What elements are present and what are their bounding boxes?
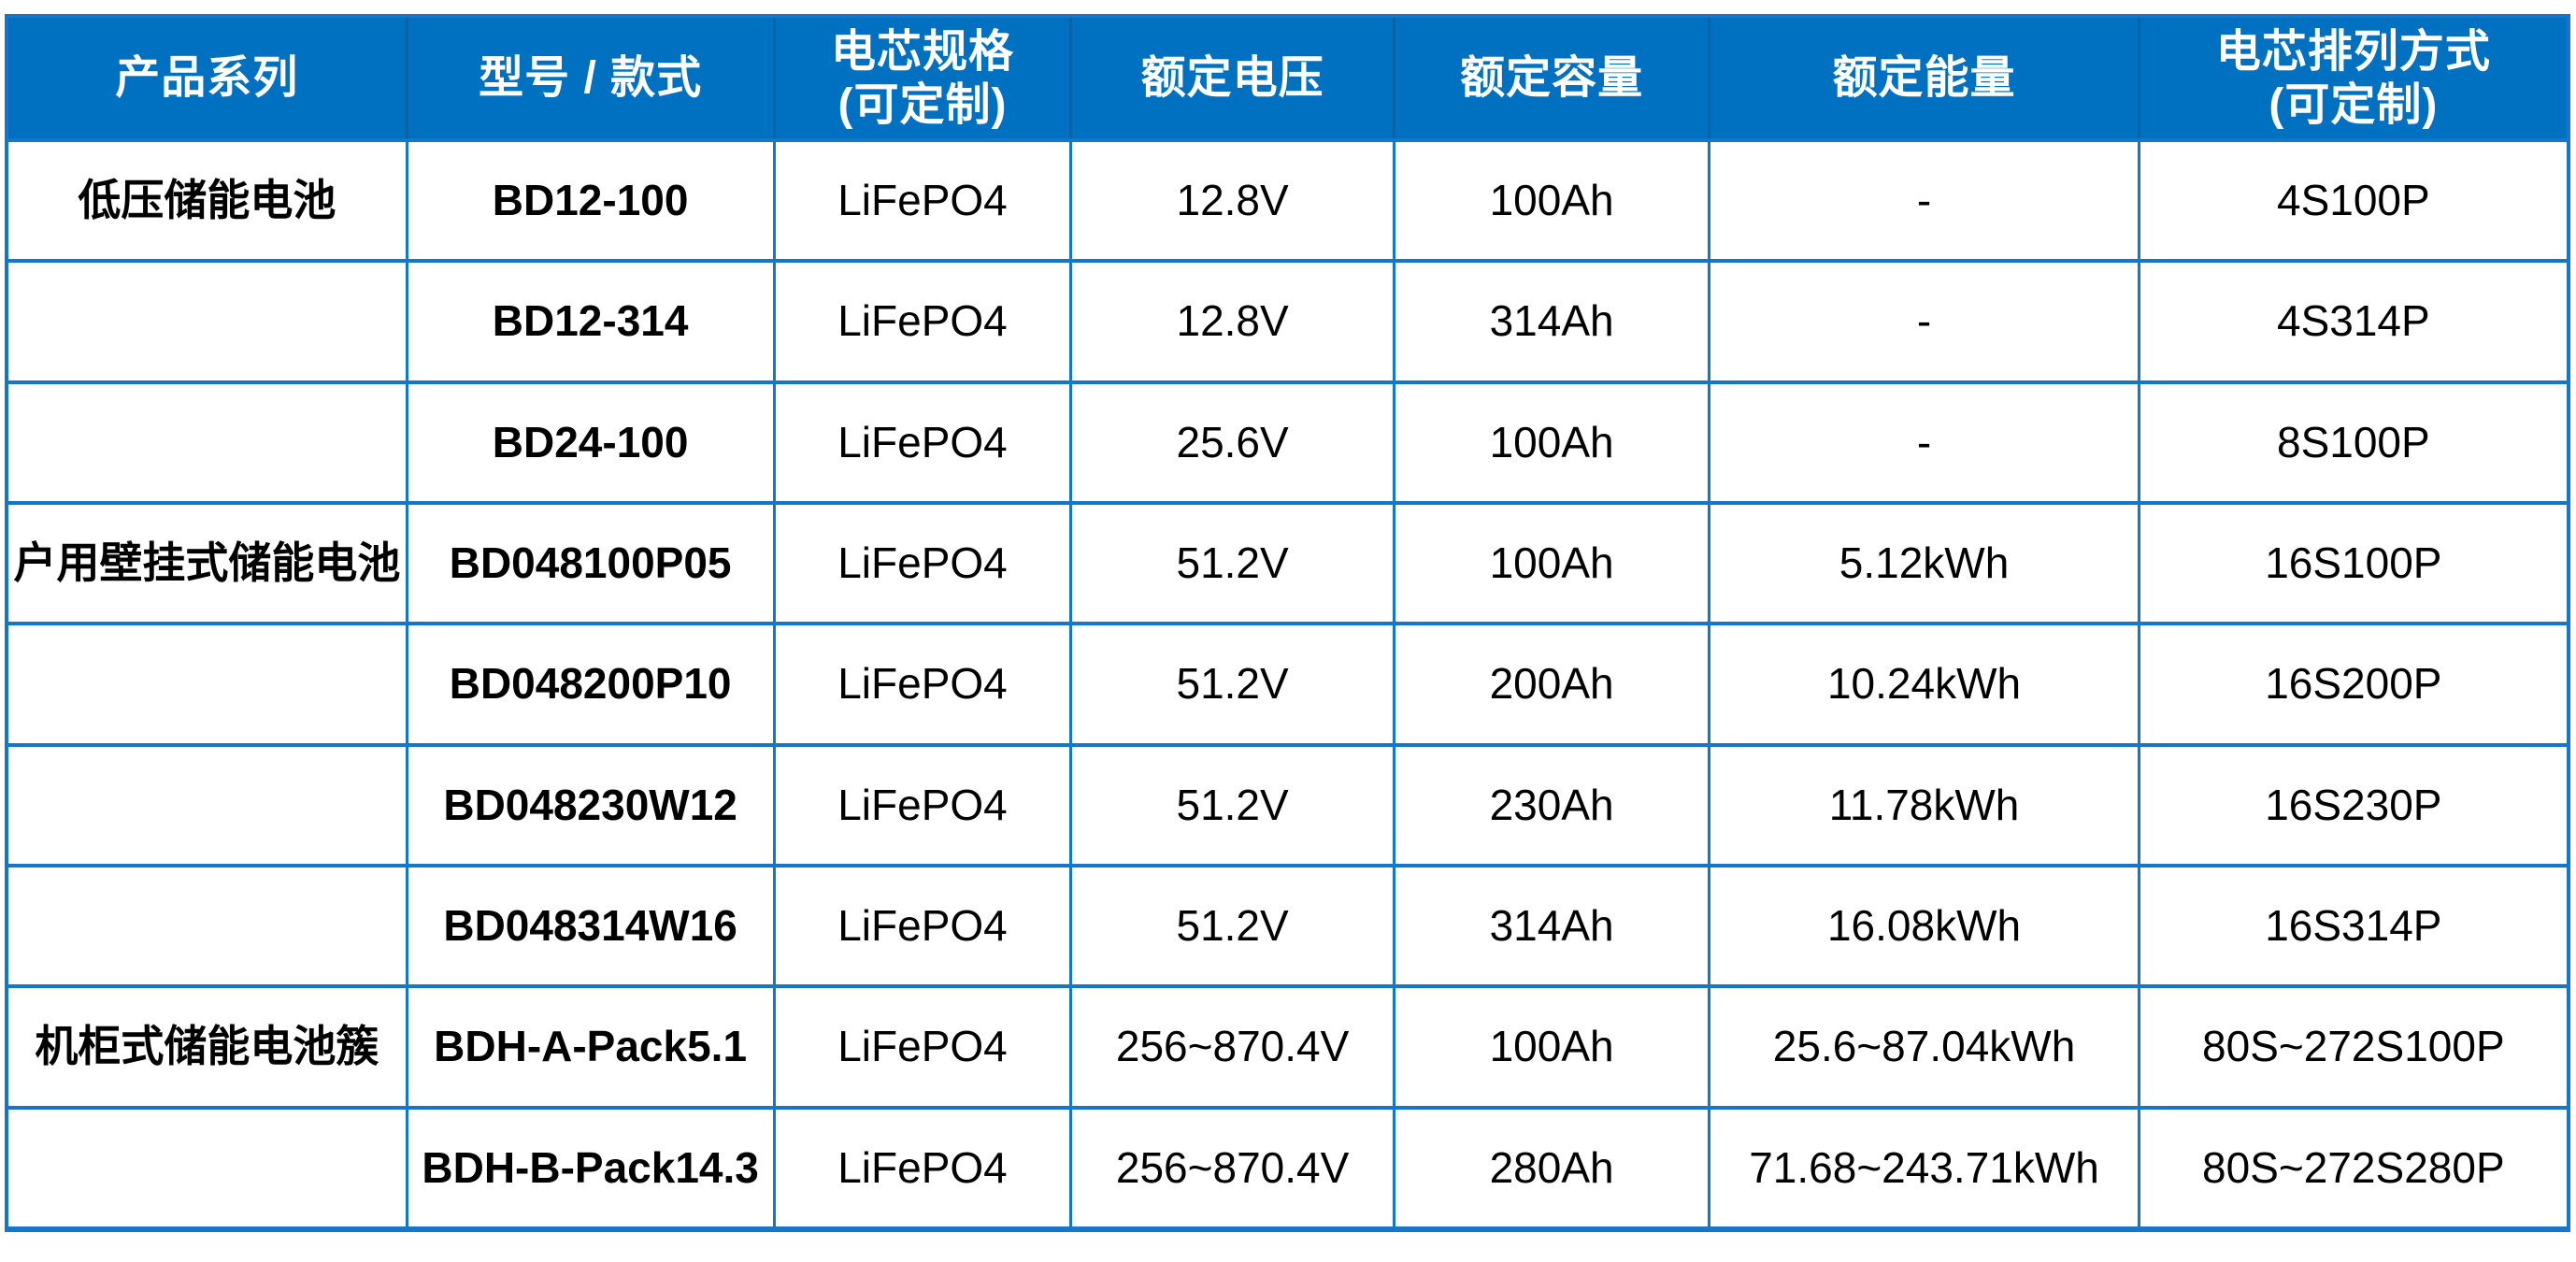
- table-cell-r6-c0: [8, 868, 406, 985]
- header-label: 额定电压: [1140, 52, 1324, 103]
- table-cell-r4-c2: LiFePO4: [775, 625, 1070, 743]
- table-cell-r6-c3: 51.2V: [1072, 868, 1393, 985]
- header-label: 电芯排列方式: [2215, 27, 2491, 78]
- table-cell-r0-c5: -: [1710, 142, 2138, 260]
- header-sublabel: (可定制): [2268, 79, 2439, 130]
- table-cell-r4-c6: 16S200P: [2140, 625, 2567, 743]
- table-cell-r4-c4: 200Ah: [1395, 625, 1709, 743]
- table-cell-r7-c5: 25.6~87.04kWh: [1710, 988, 2138, 1106]
- table-cell-r7-c1: BDH-A-Pack5.1: [408, 988, 773, 1106]
- table-cell-r2-c2: LiFePO4: [775, 383, 1070, 501]
- table-cell-r7-c6: 80S~272S100P: [2140, 988, 2567, 1106]
- table-cell-r1-c3: 12.8V: [1072, 263, 1393, 380]
- table-cell-r7-c3: 256~870.4V: [1072, 988, 1393, 1106]
- table-cell-r2-c4: 100Ah: [1395, 383, 1709, 501]
- table-cell-r8-c3: 256~870.4V: [1072, 1109, 1393, 1226]
- table-cell-r0-c2: LiFePO4: [775, 142, 1070, 260]
- table-cell-r7-c2: LiFePO4: [775, 988, 1070, 1106]
- table-cell-r1-c0: [8, 263, 406, 380]
- table-cell-r0-c0: 低压储能电池: [8, 142, 406, 260]
- header-cell-0: 产品系列: [8, 18, 406, 138]
- table-cell-r4-c5: 10.24kWh: [1710, 625, 2138, 743]
- table-cell-r8-c6: 80S~272S280P: [2140, 1109, 2567, 1226]
- table-cell-r2-c3: 25.6V: [1072, 383, 1393, 501]
- table-cell-r0-c3: 12.8V: [1072, 142, 1393, 260]
- header-label: 型号 / 款式: [479, 52, 703, 103]
- table-cell-r5-c5: 11.78kWh: [1710, 746, 2138, 864]
- table-cell-r7-c4: 100Ah: [1395, 988, 1709, 1106]
- table-cell-r5-c6: 16S230P: [2140, 746, 2567, 864]
- table-cell-r2-c6: 8S100P: [2140, 383, 2567, 501]
- table-cell-r1-c2: LiFePO4: [775, 263, 1070, 380]
- table-cell-r3-c3: 51.2V: [1072, 505, 1393, 623]
- header-cell-2: 电芯规格 (可定制): [775, 18, 1070, 138]
- table-cell-r4-c0: [8, 625, 406, 743]
- table-cell-r2-c0: [8, 383, 406, 501]
- table-cell-r7-c0: 机柜式储能电池簇: [8, 988, 406, 1106]
- table-cell-r0-c1: BD12-100: [408, 142, 773, 260]
- table-cell-r0-c6: 4S100P: [2140, 142, 2567, 260]
- table-cell-r3-c4: 100Ah: [1395, 505, 1709, 623]
- table-cell-r2-c5: -: [1710, 383, 2138, 501]
- header-label: 电芯规格: [830, 27, 1014, 78]
- table-cell-r6-c6: 16S314P: [2140, 868, 2567, 985]
- table-cell-r6-c2: LiFePO4: [775, 868, 1070, 985]
- table-cell-r5-c3: 51.2V: [1072, 746, 1393, 864]
- table-cell-r8-c5: 71.68~243.71kWh: [1710, 1109, 2138, 1226]
- table-cell-r6-c5: 16.08kWh: [1710, 868, 2138, 985]
- header-cell-1: 型号 / 款式: [408, 18, 773, 138]
- table-cell-r1-c1: BD12-314: [408, 263, 773, 380]
- table-cell-r8-c4: 280Ah: [1395, 1109, 1709, 1226]
- table-cell-r2-c1: BD24-100: [408, 383, 773, 501]
- table-cell-r8-c2: LiFePO4: [775, 1109, 1070, 1226]
- header-cell-4: 额定容量: [1395, 18, 1709, 138]
- table-cell-r8-c0: [8, 1109, 406, 1226]
- table-cell-r3-c1: BD048100P05: [408, 505, 773, 623]
- battery-spec-table: 产品系列 型号 / 款式 电芯规格 (可定制) 额定电压 额定容量 额定能量 电芯排列方式 (可…: [5, 14, 2570, 1232]
- table-cell-r5-c2: LiFePO4: [775, 746, 1070, 864]
- table-cell-r0-c4: 100Ah: [1395, 142, 1709, 260]
- table-cell-r5-c1: BD048230W12: [408, 746, 773, 864]
- header-cell-3: 额定电压: [1072, 18, 1393, 138]
- table-cell-r3-c6: 16S100P: [2140, 505, 2567, 623]
- table-cell-r3-c0: 户用壁挂式储能电池: [8, 505, 406, 623]
- table-cell-r4-c3: 51.2V: [1072, 625, 1393, 743]
- table-cell-r3-c2: LiFePO4: [775, 505, 1070, 623]
- table-cell-r6-c4: 314Ah: [1395, 868, 1709, 985]
- header-cell-6: 电芯排列方式 (可定制): [2140, 18, 2567, 138]
- header-label: 产品系列: [115, 52, 299, 103]
- header-label: 额定能量: [1832, 52, 2016, 103]
- table-cell-r5-c0: [8, 746, 406, 864]
- table-cell-r1-c5: -: [1710, 263, 2138, 380]
- header-label: 额定容量: [1460, 52, 1644, 103]
- table-cell-r3-c5: 5.12kWh: [1710, 505, 2138, 623]
- table-cell-r5-c4: 230Ah: [1395, 746, 1709, 864]
- header-sublabel: (可定制): [837, 79, 1008, 130]
- table-cell-r6-c1: BD048314W16: [408, 868, 773, 985]
- table-cell-r1-c4: 314Ah: [1395, 263, 1709, 380]
- table-cell-r4-c1: BD048200P10: [408, 625, 773, 743]
- table-cell-r8-c1: BDH-B-Pack14.3: [408, 1109, 773, 1226]
- table-cell-r1-c6: 4S314P: [2140, 263, 2567, 380]
- header-cell-5: 额定能量: [1710, 18, 2138, 138]
